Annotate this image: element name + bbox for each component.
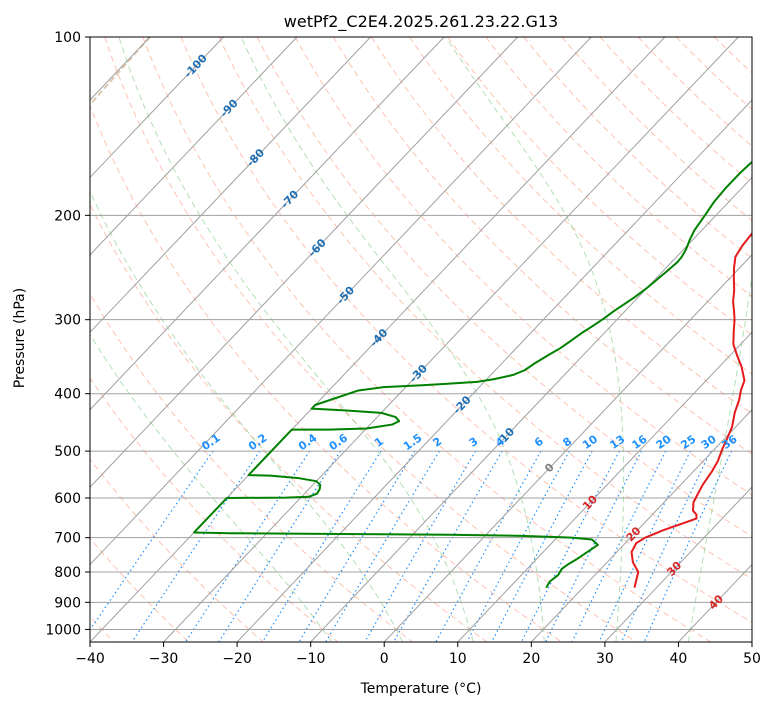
x-tick-label: 50 — [743, 651, 761, 667]
mixing-ratio-line — [491, 450, 593, 642]
x-tick-label: 20 — [522, 651, 540, 667]
dry-adiabat — [90, 104, 562, 642]
y-tick-label: 1000 — [45, 622, 81, 638]
y-tick-label: 200 — [54, 208, 81, 224]
mixing-ratio-line — [325, 450, 440, 642]
axis-ticks: −40 −30 −20 −10 0 10 20 30 40 50 100 200 300 400 500 60… — [45, 30, 761, 667]
y-tick-label: 900 — [54, 595, 81, 611]
mixing-ratio-line — [185, 450, 311, 642]
dry-adiabat — [637, 37, 752, 147]
y-tick-label: 500 — [54, 444, 81, 460]
dry-adiabat — [409, 37, 752, 375]
dry-adiabat — [599, 37, 752, 184]
y-tick-label: 400 — [54, 387, 81, 403]
dry-adiabat — [90, 203, 488, 642]
y-tick-label: 100 — [54, 30, 81, 46]
moist-adiabat — [118, 37, 474, 642]
y-axis-label: Pressure (hPa) — [12, 288, 28, 388]
dry-adiabat — [294, 37, 752, 496]
background-lines — [90, 37, 752, 642]
x-tick-label: −20 — [222, 651, 252, 667]
mixing-ratio-line — [466, 450, 570, 642]
dry-adiabat — [142, 37, 712, 642]
x-tick-label: −40 — [75, 651, 105, 667]
mixing-ratio-line — [393, 450, 503, 642]
isotherm — [604, 486, 752, 642]
dry-adiabat — [90, 377, 339, 642]
isotherm — [383, 254, 752, 642]
mixing-ratio-line — [218, 450, 341, 642]
moist-adiabat — [240, 37, 545, 642]
x-tick-label: 10 — [449, 651, 467, 667]
y-tick-label: 700 — [54, 531, 81, 547]
isotherm — [90, 37, 519, 488]
dewpoint-profile — [193, 160, 752, 589]
mixing-ratio-line — [261, 450, 382, 642]
mixing-ratio-line — [435, 450, 542, 642]
y-tick-label: 300 — [54, 313, 81, 329]
dry-adiabat — [523, 37, 752, 259]
temperature-profile — [630, 231, 752, 588]
dry-adiabat — [371, 37, 752, 415]
mixing-ratio-line — [598, 450, 691, 642]
profile-series — [193, 160, 752, 589]
dry-adiabat — [218, 37, 752, 580]
x-tick-label: −30 — [149, 651, 179, 667]
isotherm — [90, 37, 666, 642]
isotherm — [163, 37, 739, 642]
dry-adiabat — [90, 292, 413, 642]
dry-adiabat — [180, 37, 752, 623]
isotherm — [90, 37, 445, 411]
y-tick-label: 600 — [54, 491, 81, 507]
dry-adiabat — [104, 37, 637, 642]
chart-title: wetPf2_C2E4.2025.261.23.22.G13 — [284, 12, 558, 32]
y-tick-label: 800 — [54, 565, 81, 581]
pressure-gridlines — [90, 37, 752, 630]
x-tick-label: 40 — [670, 651, 688, 667]
isotherm — [90, 37, 298, 256]
moist-adiabat — [90, 190, 404, 642]
isotherm — [90, 37, 224, 179]
mixing-ratio-line — [298, 450, 416, 642]
mixing-ratio-line — [364, 450, 477, 642]
moist-adiabat — [90, 333, 333, 642]
plot-frame — [89, 36, 753, 643]
moist-adiabat — [687, 272, 752, 642]
x-tick-label: 30 — [596, 651, 614, 667]
dry-adiabat — [256, 37, 752, 538]
isotherm — [90, 37, 592, 566]
isotherm — [310, 176, 752, 642]
x-tick-label: −10 — [296, 651, 326, 667]
dry-adiabat — [485, 37, 752, 297]
mixing-ratio-line — [621, 450, 712, 642]
isotherm — [90, 37, 371, 334]
x-tick-label: 0 — [380, 651, 389, 667]
isotherm — [457, 331, 752, 642]
isotherm — [236, 99, 752, 642]
x-axis-label: Temperature (°C) — [360, 681, 482, 697]
dry-adiabat — [90, 458, 264, 642]
isotherm — [530, 408, 752, 642]
